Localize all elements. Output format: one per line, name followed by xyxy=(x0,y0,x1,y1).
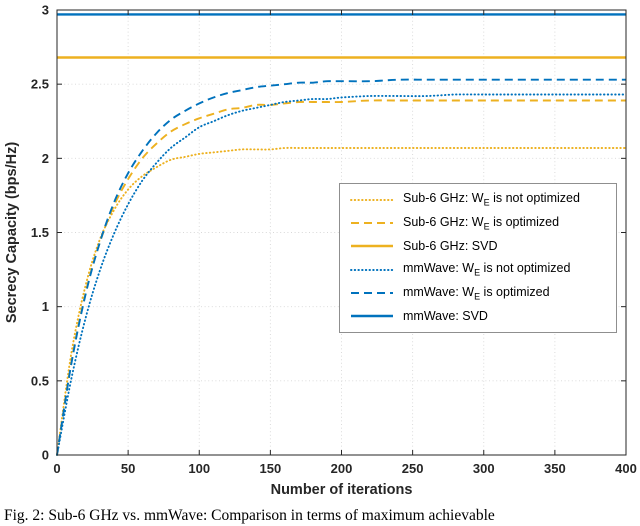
chart-svg: 0 50 100 150 200 250 300 350 400 0 0.5 1 1.5 2 2.5 3 Num… xyxy=(4,3,637,499)
x-tick-label: 50 xyxy=(121,461,135,476)
y-tick-label: 2.5 xyxy=(31,77,49,92)
legend-entry: Sub-6 GHz: WE is optimized xyxy=(350,211,612,234)
legend-label: Sub-6 GHz: WE is optimized xyxy=(403,214,560,232)
legend-entry: mmWave: WE is optimized xyxy=(350,281,612,304)
legend-label: mmWave: WE is optimized xyxy=(403,284,550,302)
y-tick-label: 3 xyxy=(42,3,49,18)
legend-line-sample xyxy=(350,268,394,271)
y-tick-label: 1 xyxy=(42,299,49,314)
y-tick-label: 2 xyxy=(42,151,49,166)
legend-line-sample xyxy=(351,314,393,318)
x-axis-label: Number of iterations xyxy=(271,482,413,498)
figure-plot: 0 50 100 150 200 250 300 350 400 0 0.5 1 1.5 2 2.5 3 Num… xyxy=(4,3,637,499)
legend-entry: Sub-6 GHz: SVD xyxy=(350,235,612,258)
legend-label: Sub-6 GHz: SVD xyxy=(403,239,498,254)
legend-line-sample xyxy=(351,245,393,248)
legend: Sub-6 GHz: WE is not optimized Sub-6 GHz:… xyxy=(339,183,617,333)
x-tick-label: 200 xyxy=(331,461,353,476)
y-tick-label: 0.5 xyxy=(31,373,49,388)
legend-line-sample xyxy=(350,198,394,201)
series-line-1 xyxy=(56,99,626,456)
legend-entry: mmWave: SVD xyxy=(350,304,612,327)
legend-entry: Sub-6 GHz: WE is not optimized xyxy=(350,188,612,211)
x-tick-label: 150 xyxy=(260,461,282,476)
legend-line-sample xyxy=(351,291,393,294)
legend-label: Sub-6 GHz: WE is not optimized xyxy=(403,191,580,208)
x-tick-label: 400 xyxy=(615,461,637,476)
legend-line-sample xyxy=(351,221,393,224)
x-tick-label: 250 xyxy=(402,461,424,476)
y-tick-label: 0 xyxy=(42,448,49,463)
figure-caption: Fig. 2: Sub-6 GHz vs. mmWave: Comparison… xyxy=(4,507,495,524)
x-tick-label: 300 xyxy=(473,461,495,476)
x-tick-label: 100 xyxy=(188,461,210,476)
x-tick-label: 350 xyxy=(544,461,566,476)
legend-label: mmWave: WE is not optimized xyxy=(403,261,571,278)
y-tick-label: 1.5 xyxy=(31,225,49,240)
x-tick-label: 0 xyxy=(53,461,60,476)
series-line-4 xyxy=(56,78,627,456)
legend-label: mmWave: SVD xyxy=(403,309,488,324)
legend-entry: mmWave: WE is not optimized xyxy=(350,258,612,281)
y-axis-label: Secrecy Capacity (bps/Hz) xyxy=(4,142,20,323)
series-line-0 xyxy=(56,146,627,456)
